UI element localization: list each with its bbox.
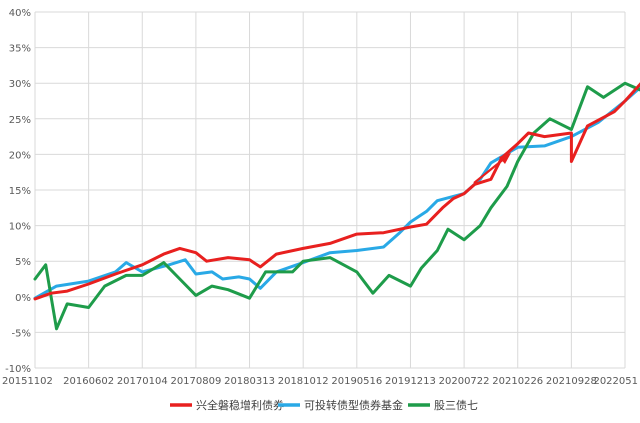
y-tick-label: 30%	[9, 79, 31, 90]
x-tick-label: 20170809	[170, 376, 221, 387]
y-tick-label: 5%	[15, 257, 31, 268]
x-tick-label: 2022051	[593, 376, 638, 387]
y-tick-label: 15%	[9, 186, 31, 197]
x-tick-label: 20191213	[385, 376, 436, 387]
x-tick-label: 20160602	[63, 376, 114, 387]
annotations	[473, 153, 511, 184]
y-axis-ticks: -10% -5% 0% 5% 10% 15% 20% 25% 30% 35% 40%	[5, 8, 31, 375]
x-tick-label: 20180313	[224, 376, 275, 387]
y-tick-label: 40%	[9, 8, 31, 19]
y-tick-label: 0%	[15, 293, 31, 304]
legend-label: 股三债七	[434, 398, 478, 412]
x-axis-ticks: 20151102 20160602 20170104 20170809 20180313…	[2, 376, 638, 387]
x-tick-label: 20200722	[439, 376, 490, 387]
legend: 兴全磐稳增利债券 可投转债型债券基金 股三债七	[170, 398, 478, 412]
x-tick-label: 20170104	[117, 376, 168, 387]
y-tick-label: 10%	[9, 222, 31, 233]
series-line-2	[33, 81, 640, 331]
series-line-0	[33, 81, 640, 301]
y-tick-label: 25%	[9, 115, 31, 126]
y-tick-label: -5%	[12, 328, 31, 339]
arrow-annotation-head	[499, 153, 511, 164]
legend-label: 可投转债型债券基金	[304, 398, 403, 412]
x-tick-label: 20181012	[278, 376, 329, 387]
legend-label: 兴全磐稳增利债券	[196, 398, 284, 412]
series-lines	[33, 81, 640, 331]
y-tick-label: 35%	[9, 44, 31, 55]
series-line-1	[33, 85, 640, 300]
y-tick-label: 20%	[9, 150, 31, 161]
grid	[34, 11, 626, 369]
arrow-annotation-line	[473, 157, 506, 184]
x-tick-label: 20210226	[492, 376, 543, 387]
x-tick-label: 20151102	[2, 376, 53, 387]
y-tick-label: -10%	[5, 364, 31, 375]
x-tick-label: 20190516	[331, 376, 382, 387]
x-tick-label: 20210928	[546, 376, 597, 387]
